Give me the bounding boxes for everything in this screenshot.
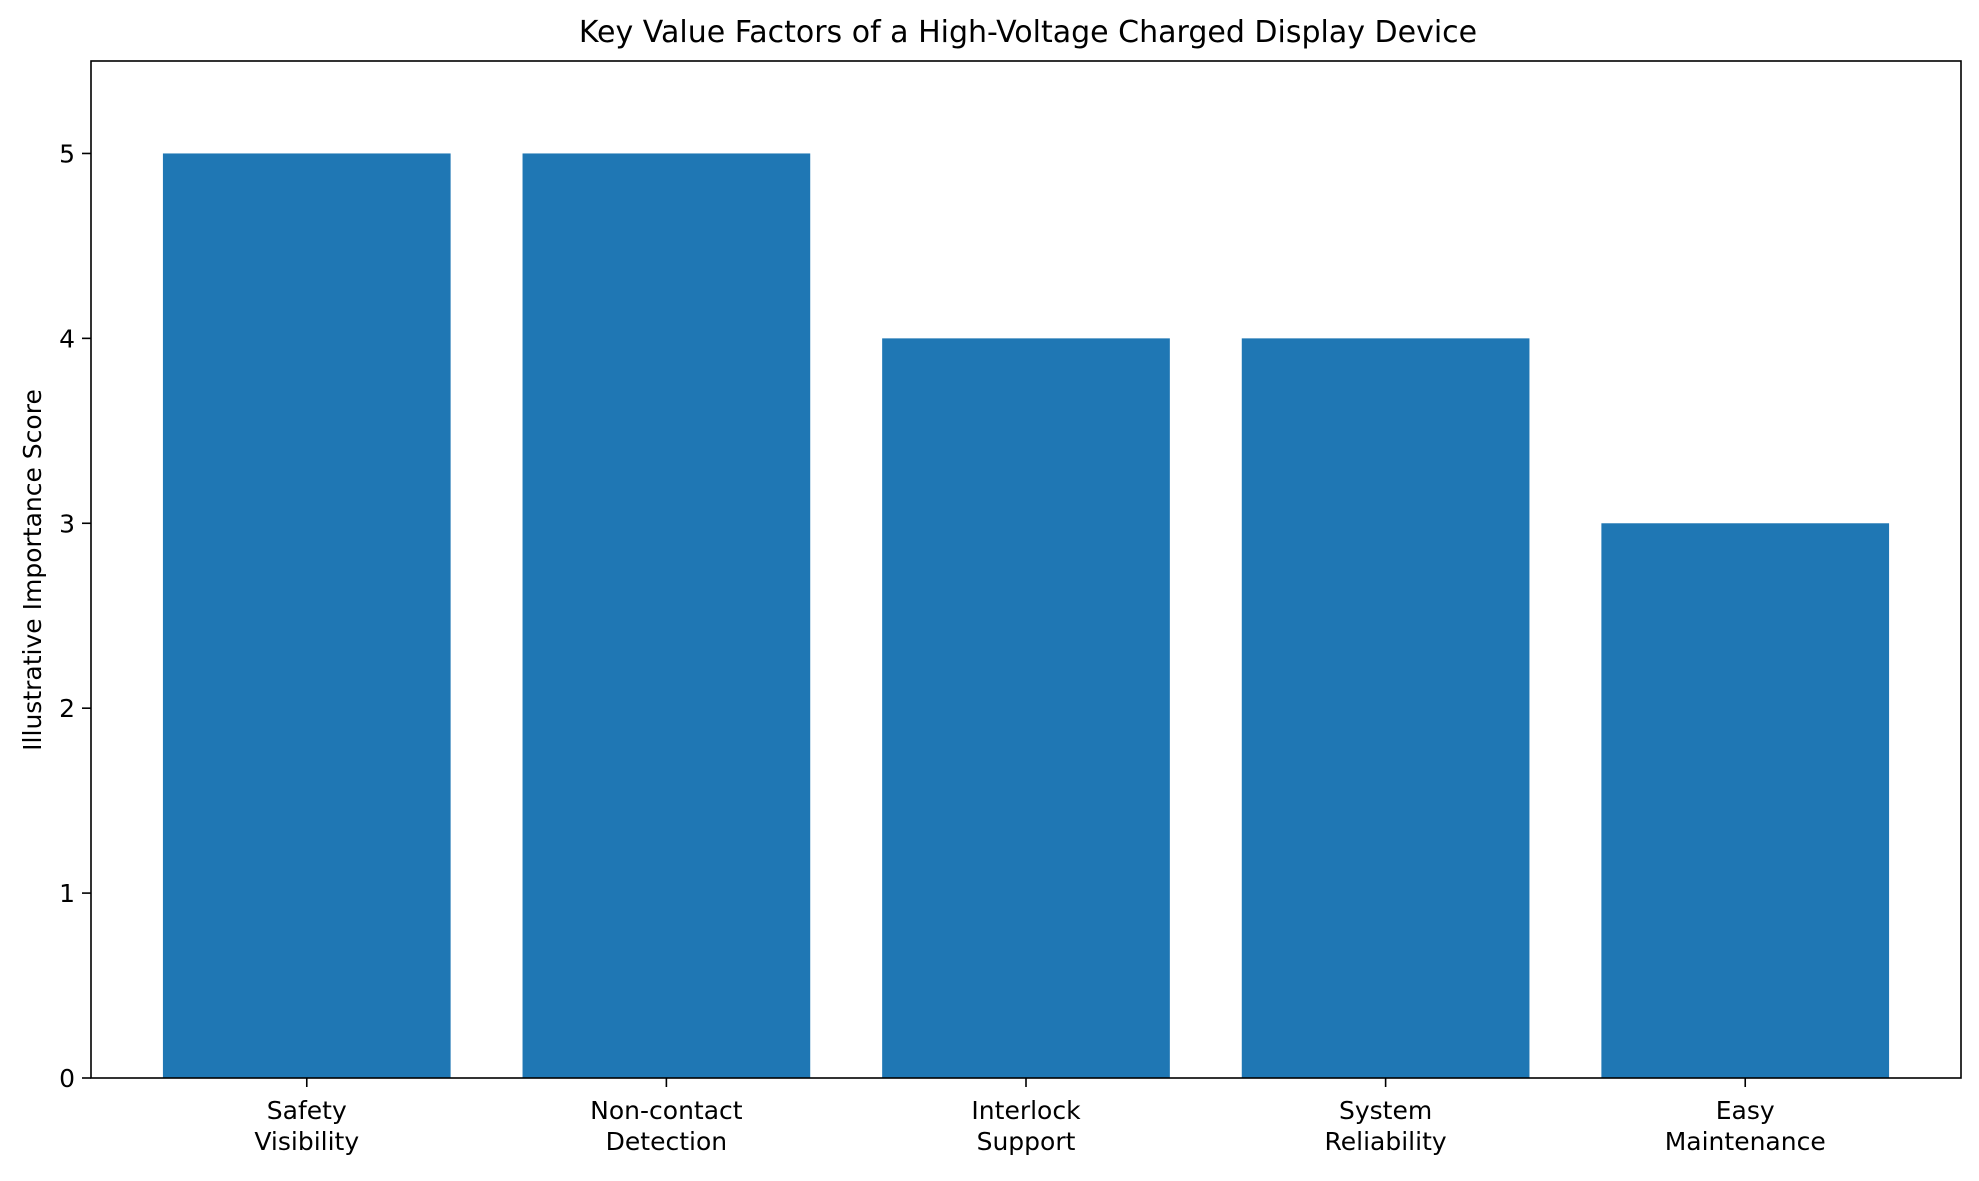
x-tick-label: Non-contact Detection (590, 1096, 743, 1156)
bar-easy-maintenance (1601, 523, 1890, 1078)
x-tick-label: Safety Visibility (254, 1096, 359, 1156)
x-tick-label: Interlock Support (971, 1096, 1081, 1156)
x-tick-label: Easy Maintenance (1665, 1096, 1826, 1156)
x-tick-label-line: Safety (267, 1096, 347, 1125)
y-tick-label: 3 (59, 509, 75, 538)
y-tick-label: 0 (59, 1064, 75, 1093)
x-tick-label-line: Detection (606, 1127, 727, 1156)
x-axis-ticks: Safety Visibility Non-contact Detection Inte… (254, 1078, 1826, 1156)
y-tick-label: 1 (59, 879, 75, 908)
x-tick-label-line: Support (977, 1127, 1076, 1156)
y-tick-label: 2 (59, 694, 75, 723)
x-tick-label-line: Reliability (1325, 1127, 1447, 1156)
x-tick-label-line: Non-contact (590, 1096, 743, 1125)
x-tick-label-line: Maintenance (1665, 1127, 1826, 1156)
x-tick-label-line: System (1339, 1096, 1432, 1125)
y-tick-label: 5 (59, 139, 75, 168)
bar-non-contact-detection (522, 153, 811, 1079)
plot-frame (90, 60, 1962, 1079)
x-tick-label-line: Easy (1716, 1096, 1775, 1125)
bar-system-reliability (1241, 338, 1530, 1078)
bar-interlock-support (882, 338, 1170, 1078)
x-tick-label: System Reliability (1325, 1096, 1447, 1156)
y-axis-label: Illustrative Importance Score (18, 389, 47, 751)
bars-layer (162, 153, 1890, 1079)
x-tick-label-line: Interlock (971, 1096, 1081, 1125)
x-tick-label-line: Visibility (254, 1127, 359, 1156)
chart-title: Key Value Factors of a High-Voltage Char… (579, 15, 1477, 50)
bar-safety-visibility (162, 153, 451, 1079)
y-tick-label: 4 (59, 324, 75, 353)
y-axis-ticks: 0 1 2 3 4 5 (59, 139, 91, 1093)
